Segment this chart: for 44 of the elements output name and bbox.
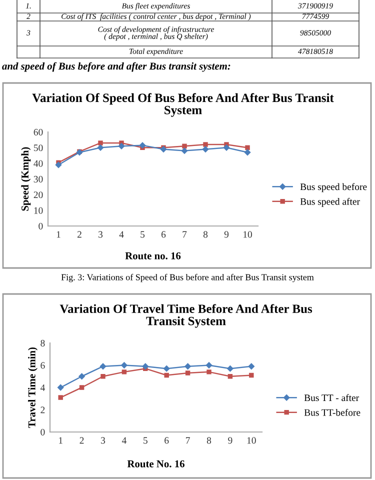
- x-tick-label: 2: [77, 231, 82, 238]
- x-tick-label: 1: [56, 231, 60, 238]
- x-tick-label: 10: [243, 231, 252, 238]
- x-tick-label: 8: [206, 437, 212, 444]
- x-tick-label: 7: [182, 231, 187, 238]
- x-tick-label: 3: [98, 231, 103, 238]
- x-tick-label: 1: [59, 437, 62, 444]
- x-tick-label: 6: [164, 437, 169, 444]
- x-axis-title: Route No. 16: [127, 460, 184, 468]
- y-tick-label: 60: [34, 128, 43, 136]
- x-tick-label: 7: [186, 437, 190, 444]
- x-tick-label: 4: [122, 437, 126, 444]
- x-tick-label: 3: [101, 437, 106, 444]
- y-tick-label: 0: [40, 428, 45, 436]
- legend-label: Bus TT - after: [304, 394, 359, 402]
- x-tick-label: 2: [80, 437, 84, 444]
- y-axis-title: Travel Time (min): [28, 347, 38, 428]
- y-axis-title: Speed (Kmph): [21, 147, 31, 211]
- y-tick-label: 50: [34, 144, 43, 152]
- y-tick-label: 30: [34, 176, 43, 182]
- y-tick-label: 2: [40, 406, 45, 414]
- chart-title: Variation Of Travel Time Before And After Bus Transit System: [60, 304, 312, 328]
- y-tick-label: 20: [34, 192, 43, 198]
- chart-title: Variation Of Speed Of Bus Before And After Bus Transit System: [32, 93, 334, 117]
- x-tick-label: 4: [119, 231, 124, 238]
- x-axis-title: Route no. 16: [125, 252, 181, 260]
- x-tick-label: 9: [224, 231, 229, 238]
- text: and speed of Bus before and after Bus transit system:: [2, 62, 230, 72]
- legend-label: Bus TT-before: [304, 408, 360, 416]
- y-tick-label: 4: [40, 384, 45, 391]
- y-tick-label: 40: [34, 160, 43, 167]
- y-tick-label: 10: [34, 207, 43, 214]
- caption: Fig. 3: Variations of Speed of Bus before and after Bus Transit system: [61, 274, 314, 282]
- legend-label: Bus speed before: [300, 183, 367, 192]
- x-tick-label: 5: [144, 437, 148, 444]
- x-tick-label: 10: [247, 437, 256, 444]
- legend-label: Bus speed after: [300, 198, 360, 207]
- y-tick-label: 0: [38, 222, 43, 230]
- x-tick-label: 9: [228, 437, 232, 444]
- y-tick-label: 8: [40, 340, 45, 346]
- y-tick-label: 6: [40, 362, 45, 369]
- x-tick-label: 8: [203, 231, 208, 238]
- x-tick-label: 6: [161, 231, 166, 238]
- x-tick-label: 5: [140, 231, 145, 238]
